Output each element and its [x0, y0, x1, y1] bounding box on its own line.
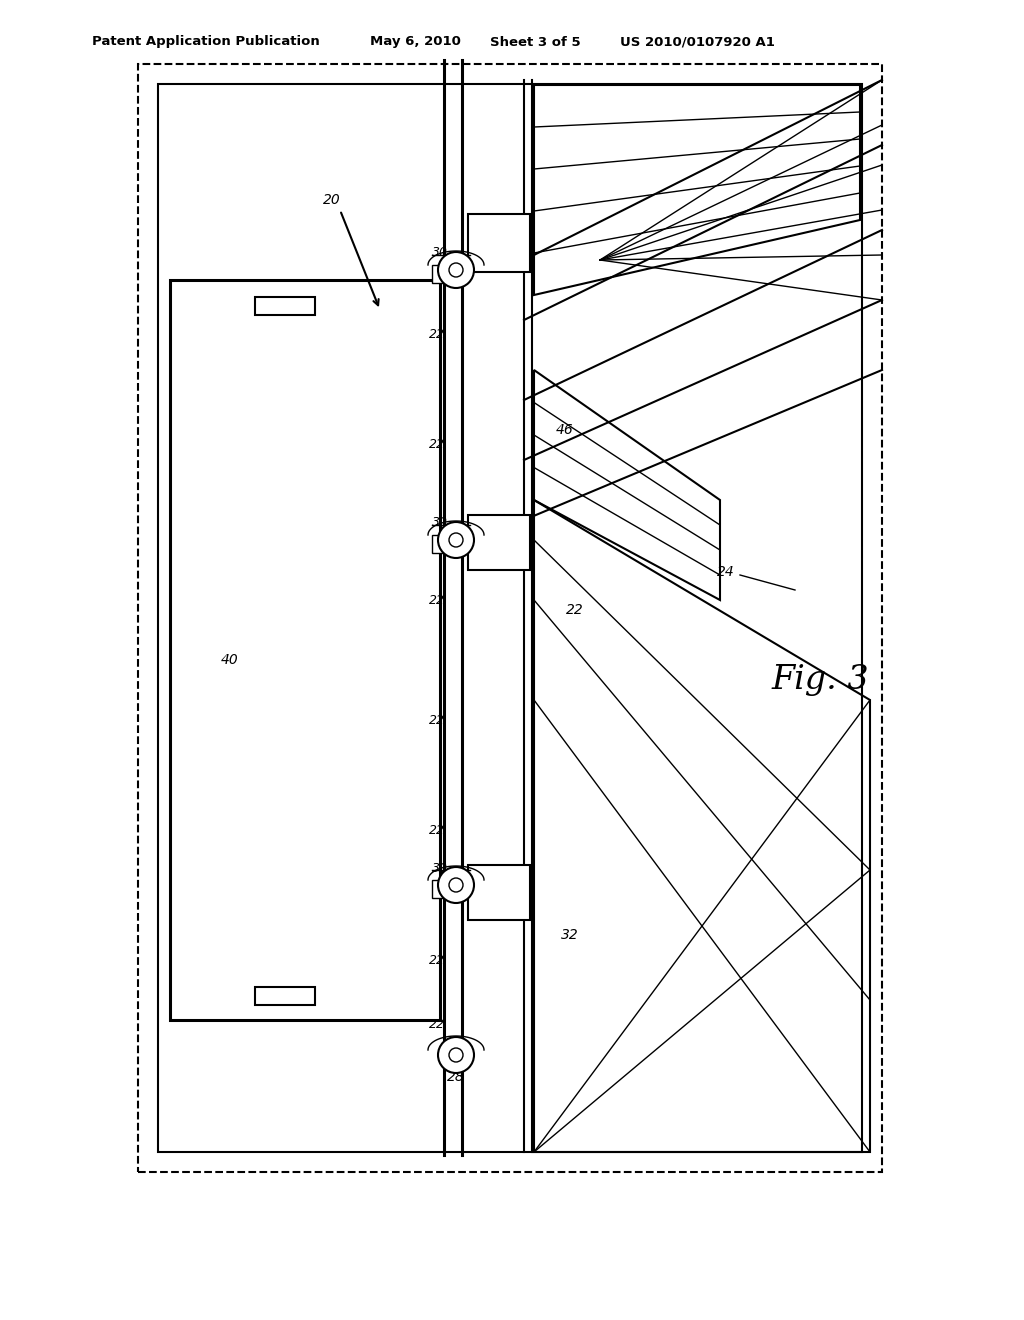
- Bar: [432, 265, 446, 282]
- Text: 22: 22: [429, 824, 445, 837]
- Bar: [468, 214, 530, 272]
- Bar: [138, 63, 882, 1172]
- Text: 22: 22: [429, 329, 445, 342]
- Text: May 6, 2010: May 6, 2010: [370, 36, 461, 49]
- Text: 28: 28: [447, 1071, 465, 1084]
- Bar: [255, 297, 315, 315]
- Text: Sheet 3 of 5: Sheet 3 of 5: [490, 36, 581, 49]
- Bar: [468, 515, 530, 570]
- Bar: [468, 865, 530, 920]
- Text: 30: 30: [432, 246, 449, 259]
- Text: Patent Application Publication: Patent Application Publication: [92, 36, 319, 49]
- Bar: [255, 987, 315, 1005]
- Text: 22: 22: [429, 953, 445, 966]
- Text: 40: 40: [221, 653, 239, 667]
- Text: 24: 24: [717, 565, 735, 579]
- Text: 30: 30: [432, 862, 449, 874]
- Text: 22: 22: [429, 594, 445, 606]
- Bar: [432, 880, 446, 898]
- Text: 32: 32: [561, 928, 579, 942]
- Circle shape: [438, 867, 474, 903]
- Bar: [158, 84, 862, 1152]
- Circle shape: [449, 878, 463, 892]
- Text: US 2010/0107920 A1: US 2010/0107920 A1: [620, 36, 775, 49]
- Circle shape: [438, 521, 474, 558]
- Circle shape: [438, 252, 474, 288]
- Text: 22: 22: [429, 714, 445, 726]
- Text: 20: 20: [324, 193, 341, 207]
- Text: 46: 46: [556, 422, 573, 437]
- Text: 22: 22: [429, 438, 445, 451]
- Text: 30: 30: [432, 516, 449, 528]
- Text: 22: 22: [429, 1019, 445, 1031]
- Bar: [432, 535, 446, 553]
- Text: Fig. 3: Fig. 3: [771, 664, 868, 696]
- Circle shape: [449, 533, 463, 546]
- Bar: [170, 280, 440, 1020]
- Circle shape: [449, 1048, 463, 1063]
- Circle shape: [438, 1038, 474, 1073]
- Text: 22: 22: [566, 603, 584, 616]
- Circle shape: [449, 263, 463, 277]
